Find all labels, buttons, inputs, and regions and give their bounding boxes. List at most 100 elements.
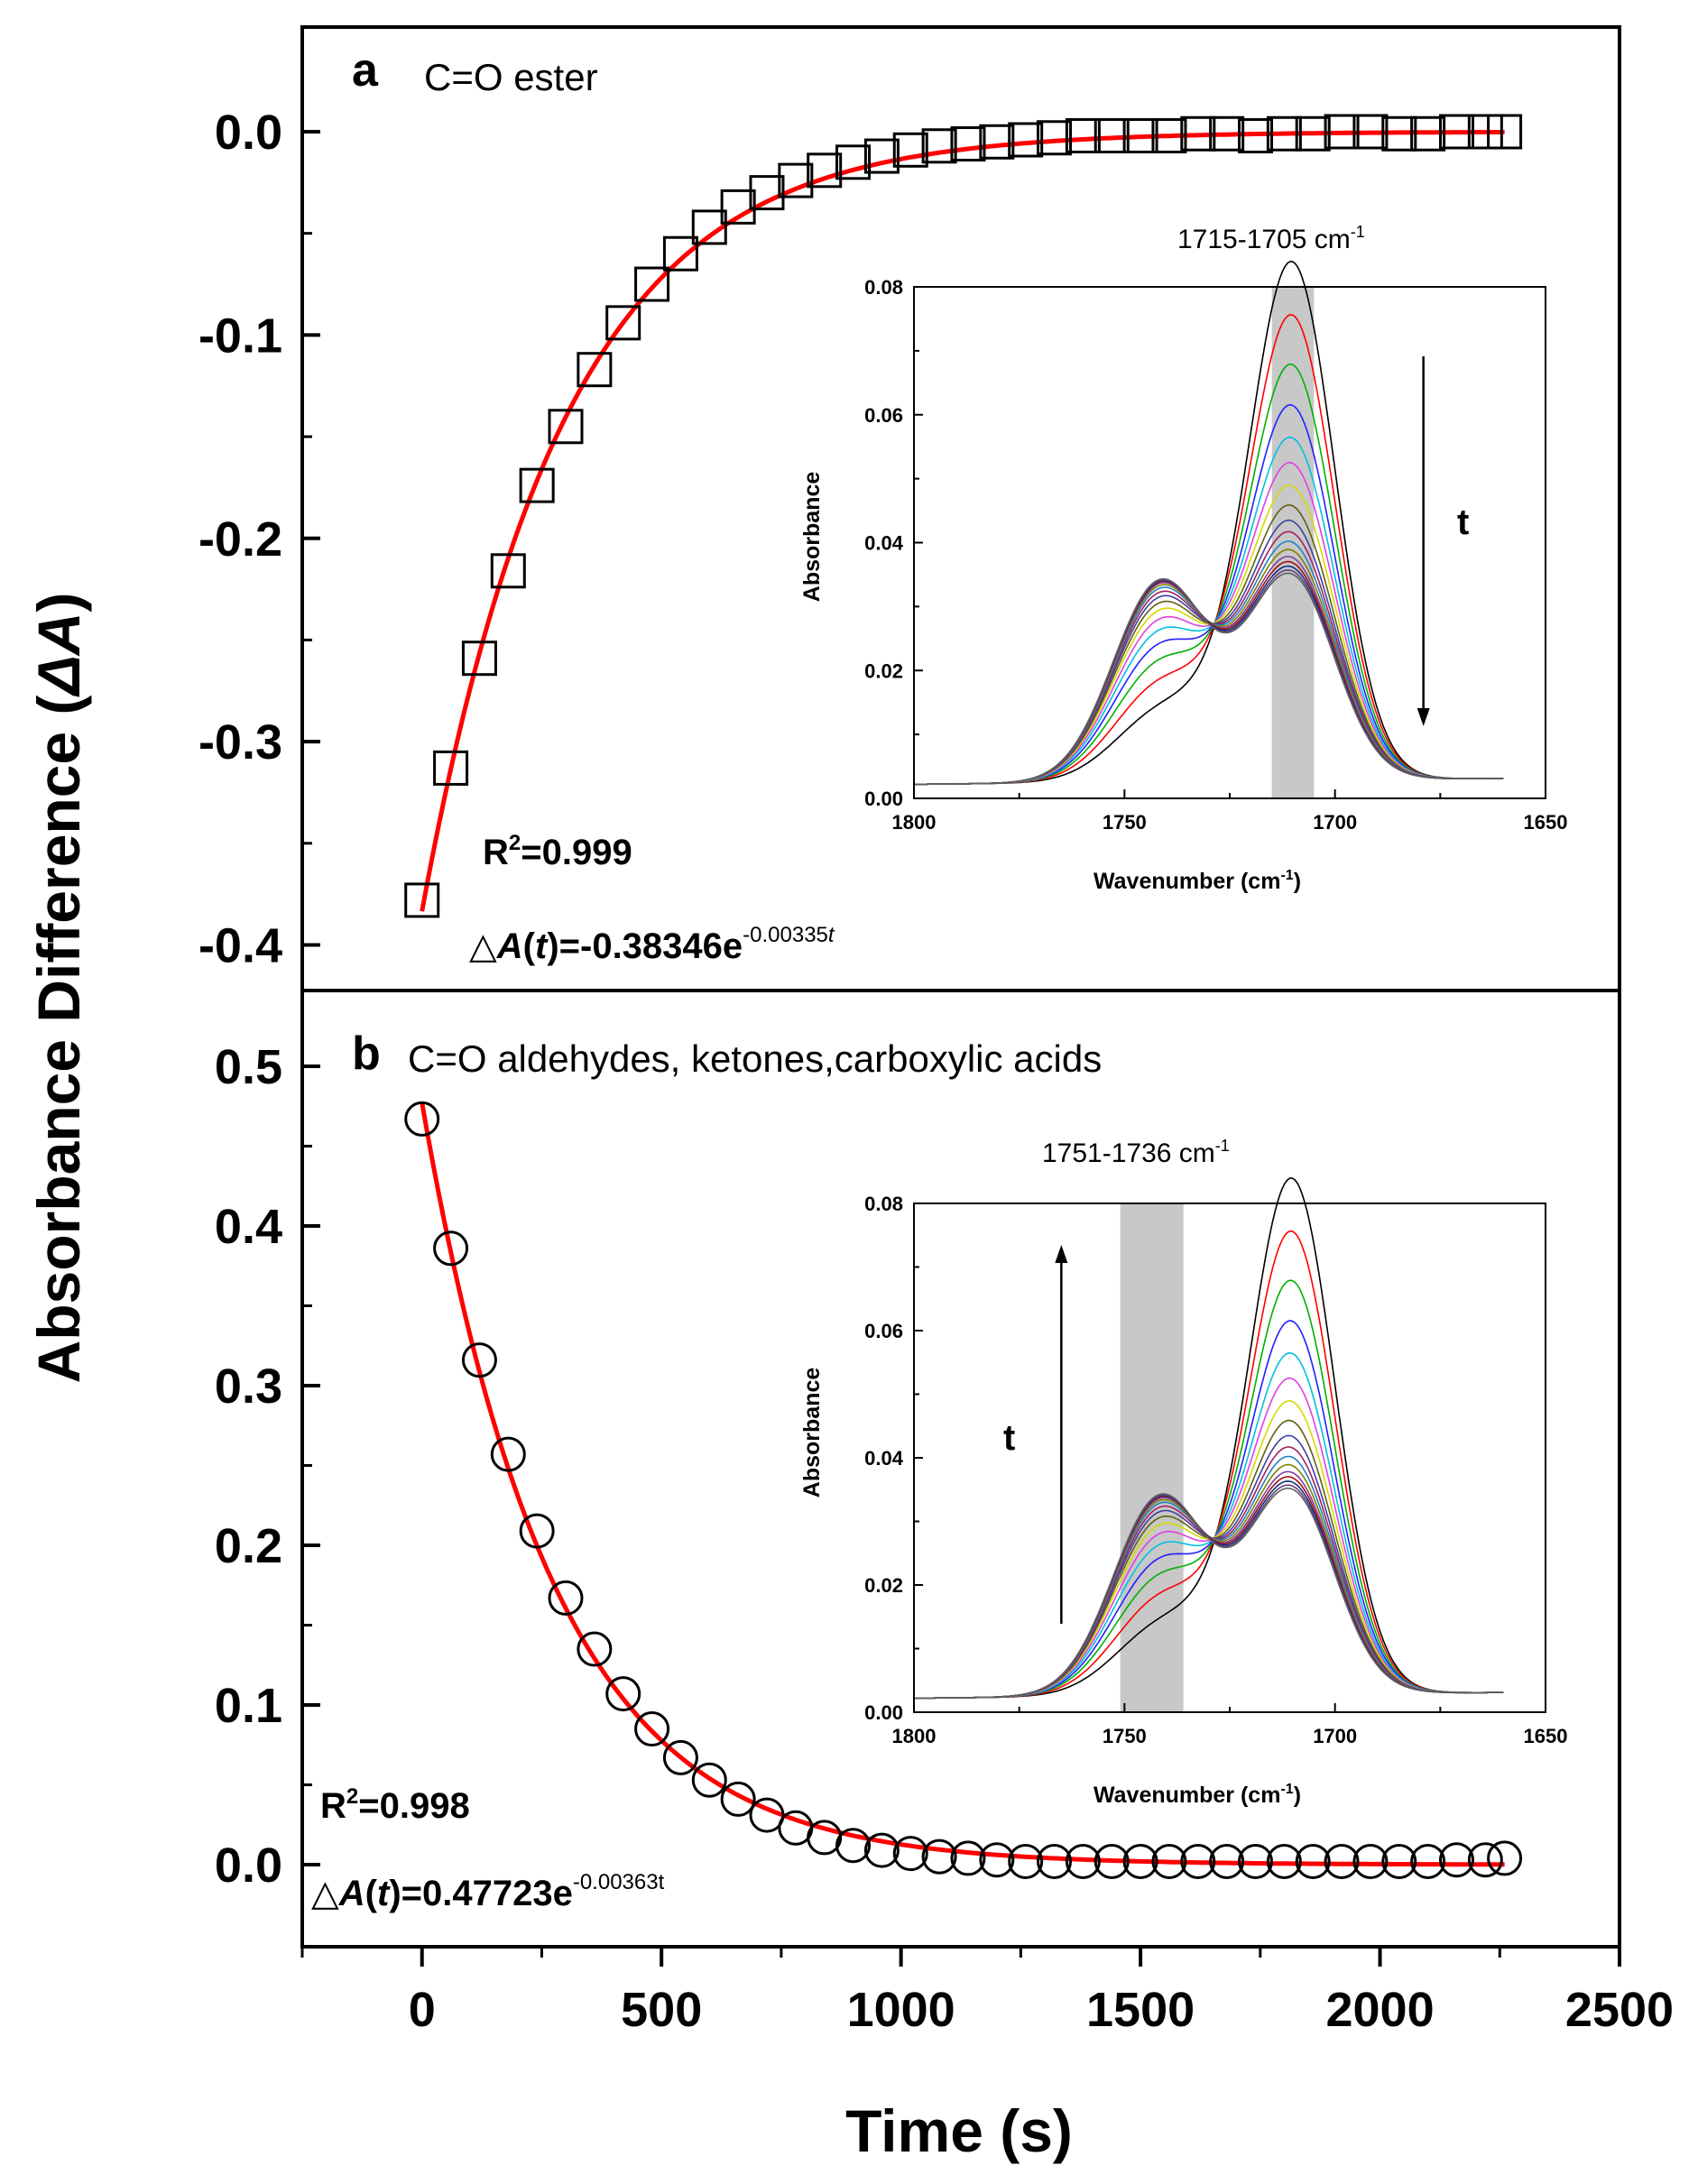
- data-point-circle: [1487, 1840, 1523, 1876]
- inset-a-band-label: 1715-1705 cm-1: [1177, 223, 1365, 254]
- inset-time-arrow-head: [1417, 708, 1430, 726]
- data-point-square: [863, 138, 900, 174]
- data-point-circle: [577, 1631, 613, 1667]
- data-point-square: [433, 750, 469, 786]
- data-point-square: [1438, 114, 1474, 150]
- panel-b-fit-equation: △A(t)=0.47723e-0.00363t: [311, 1870, 665, 1913]
- x-tick-label: 2500: [1565, 1983, 1674, 2037]
- data-point-square: [1295, 115, 1331, 152]
- inset-y-tick-label: 0.00: [864, 1701, 903, 1724]
- data-point-circle: [490, 1436, 526, 1472]
- inset-x-tick-label: 1700: [1313, 1725, 1357, 1747]
- data-point-square: [950, 126, 986, 162]
- data-point-square: [404, 882, 440, 918]
- data-point-circle: [461, 1342, 497, 1378]
- data-point-circle: [807, 1820, 843, 1856]
- x-tick-label: 1000: [847, 1983, 955, 2037]
- data-point-square: [461, 640, 497, 677]
- inset-b-spectra: 1751-1736 cm-1 t Absorbance Wavenumber (…: [799, 1137, 1567, 1808]
- inset-x-tick-label: 1650: [1524, 1725, 1568, 1747]
- panel-a-y-ticks: -0.4 -0.3 -0.2 -0.1 0.0: [198, 106, 320, 973]
- inset-shaded-band: [1120, 1203, 1184, 1712]
- x-tick-label: 1500: [1086, 1983, 1195, 2037]
- data-point-circle: [1352, 1843, 1389, 1879]
- inset-b-time-arrow-label: t: [1003, 1418, 1015, 1458]
- x-tick-label: 2000: [1325, 1983, 1434, 2037]
- data-point-circle: [1122, 1843, 1158, 1879]
- data-point-circle: [1324, 1843, 1360, 1879]
- data-point-circle: [1037, 1843, 1073, 1879]
- data-point-circle: [1438, 1842, 1474, 1878]
- data-point-circle: [1238, 1843, 1274, 1879]
- inset-a-spectra: 1715-1705 cm-1 t Absorbance Wavenumber (…: [799, 223, 1567, 894]
- data-point-circle: [950, 1840, 986, 1876]
- data-point-square: [519, 467, 555, 503]
- data-point-square: [1266, 115, 1302, 152]
- data-point-square: [749, 175, 785, 211]
- data-point-square: [1209, 115, 1245, 152]
- data-point-square: [1467, 114, 1503, 150]
- data-point-square: [1352, 114, 1389, 150]
- data-point-square: [1410, 115, 1446, 152]
- y-tick-label: 0.5: [215, 1040, 282, 1094]
- panel-a-fit-equation: △A(t)=-0.38346e-0.00335t: [469, 923, 835, 966]
- data-point-square: [807, 152, 843, 189]
- y-tick-label: 0.3: [215, 1359, 282, 1414]
- data-point-square: [605, 305, 641, 341]
- data-point-circle: [1151, 1843, 1187, 1879]
- data-point-square: [1487, 114, 1523, 150]
- y-tick-label: 0.2: [215, 1519, 282, 1573]
- panel-a-data-layer: [404, 114, 1523, 918]
- data-point-square: [577, 352, 613, 388]
- inset-spectrum-line: [914, 572, 1504, 786]
- inset-x-tick-label: 1750: [1103, 1725, 1147, 1747]
- inset-y-tick-label: 0.08: [864, 276, 903, 299]
- y-tick-label: 0.1: [215, 1679, 282, 1733]
- data-point-circle: [1266, 1843, 1302, 1879]
- data-point-square: [1324, 114, 1360, 150]
- inset-x-tick-label: 1750: [1103, 811, 1147, 834]
- inset-b-y-label: Absorbance: [799, 1368, 825, 1498]
- data-point-circle: [691, 1762, 727, 1798]
- inset-b-band-label: 1751-1736 cm-1: [1042, 1137, 1230, 1168]
- data-point-square: [979, 124, 1015, 160]
- shared-x-label: Time (s): [845, 2097, 1073, 2164]
- data-point-square: [1238, 118, 1274, 154]
- data-point-circle: [404, 1101, 440, 1137]
- panel-b-title: C=O aldehydes, ketones,carboxylic acids: [408, 1037, 1102, 1080]
- panel-b-letter: b: [352, 1027, 381, 1080]
- data-point-circle: [1065, 1843, 1101, 1879]
- data-point-circle: [1008, 1843, 1044, 1879]
- data-point-square: [1151, 118, 1187, 154]
- data-point-circle: [749, 1797, 785, 1833]
- data-point-circle: [548, 1580, 584, 1616]
- data-point-square: [835, 144, 872, 180]
- data-point-circle: [1410, 1843, 1446, 1879]
- inset-x-tick-label: 1800: [892, 1725, 937, 1747]
- inset-y-tick-label: 0.04: [864, 532, 904, 555]
- data-point-circle: [1180, 1843, 1216, 1879]
- inset-x-tick-label: 1650: [1524, 811, 1568, 834]
- data-point-circle: [634, 1711, 670, 1747]
- panel-b-r2: R2=0.998: [320, 1784, 470, 1826]
- data-point-square: [892, 132, 928, 168]
- y-tick-label: 0.0: [215, 106, 282, 160]
- y-tick-label: 0.4: [215, 1200, 282, 1254]
- panel-a-letter: a: [352, 44, 379, 97]
- data-point-circle: [1094, 1843, 1130, 1879]
- data-point-circle: [1209, 1843, 1245, 1879]
- data-point-square: [1180, 115, 1216, 152]
- inset-y-tick-label: 0.08: [864, 1193, 903, 1215]
- panel-b-data-layer: [404, 1101, 1523, 1879]
- data-point-square: [662, 235, 698, 272]
- y-tick-label: -0.3: [198, 715, 282, 769]
- data-point-circle: [921, 1838, 957, 1875]
- inset-y-tick-label: 0.06: [864, 1320, 903, 1342]
- data-point-circle: [605, 1676, 641, 1712]
- y-tick-label: -0.4: [198, 919, 282, 973]
- y-tick-label: -0.1: [198, 309, 282, 363]
- data-point-circle: [1381, 1843, 1417, 1879]
- panel-b: 0.0 0.1 0.2 0.3 0.4 0.5 b C=O aldehydes, keto…: [215, 989, 1621, 1949]
- fit-curve: [420, 1101, 1505, 1867]
